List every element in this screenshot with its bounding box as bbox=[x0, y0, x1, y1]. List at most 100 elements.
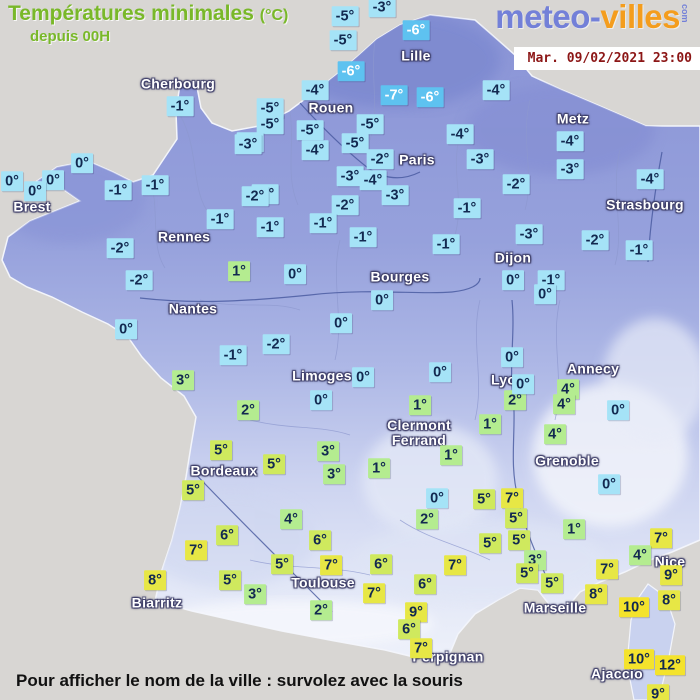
temp-label[interactable]: 9° bbox=[405, 602, 427, 622]
temp-label[interactable]: -1° bbox=[219, 345, 247, 365]
temp-label[interactable]: -5° bbox=[256, 114, 284, 134]
temp-label[interactable]: -5° bbox=[341, 133, 369, 153]
temp-label[interactable]: -6° bbox=[337, 61, 365, 81]
temp-label[interactable]: 4° bbox=[553, 394, 575, 414]
temp-label[interactable]: -3° bbox=[515, 224, 543, 244]
temp-label[interactable]: 6° bbox=[309, 530, 331, 550]
temp-label[interactable]: -2° bbox=[125, 270, 153, 290]
temp-label[interactable]: 3° bbox=[244, 584, 266, 604]
temp-label[interactable]: -1° bbox=[349, 227, 377, 247]
temp-label[interactable]: 2° bbox=[416, 509, 438, 529]
temp-label[interactable]: 1° bbox=[563, 519, 585, 539]
temp-label[interactable]: 10° bbox=[619, 597, 649, 617]
temp-label[interactable]: -4° bbox=[556, 131, 584, 151]
temp-label[interactable]: 5° bbox=[516, 563, 538, 583]
temp-label[interactable]: 2° bbox=[237, 400, 259, 420]
temp-label[interactable]: 0° bbox=[352, 367, 374, 387]
temp-label[interactable]: 0° bbox=[42, 170, 64, 190]
temp-label[interactable]: 8° bbox=[585, 584, 607, 604]
temp-label[interactable]: 7° bbox=[410, 638, 432, 658]
temp-label[interactable]: -2° bbox=[331, 195, 359, 215]
temp-label[interactable]: -4° bbox=[446, 124, 474, 144]
temp-label[interactable]: 5° bbox=[263, 454, 285, 474]
temp-label[interactable]: 0° bbox=[501, 347, 523, 367]
temp-label[interactable]: 7° bbox=[320, 555, 342, 575]
temp-label[interactable]: -3° bbox=[368, 0, 396, 17]
temp-label[interactable]: 0° bbox=[330, 313, 352, 333]
temp-label[interactable]: -7° bbox=[380, 85, 408, 105]
temp-label[interactable]: 0° bbox=[502, 270, 524, 290]
temp-label[interactable]: -4° bbox=[636, 169, 664, 189]
temp-label[interactable]: -5° bbox=[356, 114, 384, 134]
temp-label[interactable]: 7° bbox=[185, 540, 207, 560]
temp-label[interactable]: 8° bbox=[658, 590, 680, 610]
temp-label[interactable]: 5° bbox=[541, 573, 563, 593]
temp-label[interactable]: -1° bbox=[256, 217, 284, 237]
temp-label[interactable]: 4° bbox=[544, 424, 566, 444]
temp-label[interactable]: -4° bbox=[482, 80, 510, 100]
temp-label[interactable]: 3° bbox=[172, 370, 194, 390]
temp-label[interactable]: -6° bbox=[402, 20, 430, 40]
temp-label[interactable]: 4° bbox=[280, 509, 302, 529]
temp-label[interactable]: 10° bbox=[624, 649, 654, 669]
temp-label[interactable]: 5° bbox=[505, 508, 527, 528]
temp-label[interactable]: 5° bbox=[182, 480, 204, 500]
temp-label[interactable]: 5° bbox=[508, 530, 530, 550]
temp-label[interactable]: 0° bbox=[284, 264, 306, 284]
temp-label[interactable]: 0° bbox=[429, 362, 451, 382]
temp-label[interactable]: 1° bbox=[440, 445, 462, 465]
temp-label[interactable]: 1° bbox=[479, 414, 501, 434]
temp-label[interactable]: -5° bbox=[331, 6, 359, 26]
temp-label[interactable]: 0° bbox=[512, 374, 534, 394]
temp-label[interactable]: -2° bbox=[502, 174, 530, 194]
temp-label[interactable]: 6° bbox=[414, 574, 436, 594]
temp-label[interactable]: -1° bbox=[625, 240, 653, 260]
temp-label[interactable]: 4° bbox=[557, 379, 579, 399]
temp-label[interactable]: -1° bbox=[453, 198, 481, 218]
temp-label[interactable]: -3° bbox=[466, 149, 494, 169]
temp-label[interactable]: 4° bbox=[629, 545, 651, 565]
temp-label[interactable]: 3° bbox=[323, 464, 345, 484]
temp-label[interactable]: 1° bbox=[228, 261, 250, 281]
temp-label[interactable]: 9° bbox=[660, 565, 682, 585]
temp-label[interactable]: -1° bbox=[104, 180, 132, 200]
temp-label[interactable]: 7° bbox=[650, 528, 672, 548]
temp-label[interactable]: -3° bbox=[234, 134, 262, 154]
temp-label[interactable]: -1° bbox=[206, 209, 234, 229]
temp-label[interactable]: 5° bbox=[219, 570, 241, 590]
temp-label[interactable]: -4° bbox=[301, 80, 329, 100]
temp-label[interactable]: 0° bbox=[1, 171, 23, 191]
temp-label[interactable]: 0° bbox=[24, 181, 46, 201]
temp-label[interactable]: 0° bbox=[598, 474, 620, 494]
temp-label[interactable]: 5° bbox=[210, 440, 232, 460]
temp-label[interactable]: 5° bbox=[479, 533, 501, 553]
temp-label[interactable]: 6° bbox=[398, 619, 420, 639]
temp-label[interactable]: -2° bbox=[581, 230, 609, 250]
temp-label[interactable]: 5° bbox=[473, 489, 495, 509]
temp-label[interactable]: 7° bbox=[596, 559, 618, 579]
temp-label[interactable]: -1° bbox=[166, 96, 194, 116]
temp-label[interactable]: -2° bbox=[106, 238, 134, 258]
temp-label[interactable]: 2° bbox=[504, 390, 526, 410]
temp-label[interactable]: -3° bbox=[336, 166, 364, 186]
temp-label[interactable]: 6° bbox=[216, 525, 238, 545]
temp-label[interactable]: 9° bbox=[647, 684, 669, 700]
temp-label[interactable]: -1° bbox=[141, 175, 169, 195]
temp-label[interactable]: -1° bbox=[309, 213, 337, 233]
temp-label[interactable]: 12° bbox=[655, 655, 685, 675]
temp-label[interactable]: 3° bbox=[317, 441, 339, 461]
temp-label[interactable]: -2° bbox=[366, 149, 394, 169]
temp-label[interactable]: 8° bbox=[144, 570, 166, 590]
temp-label[interactable]: 0° bbox=[115, 319, 137, 339]
temp-label[interactable]: 7° bbox=[501, 488, 523, 508]
temp-label[interactable]: -3° bbox=[556, 159, 584, 179]
temp-label[interactable]: 0° bbox=[534, 284, 556, 304]
temp-label[interactable]: -5° bbox=[256, 98, 284, 118]
temp-label[interactable]: 5° bbox=[271, 554, 293, 574]
temp-label[interactable]: 2° bbox=[310, 600, 332, 620]
temp-label[interactable]: -2° bbox=[241, 186, 269, 206]
temp-label[interactable]: 6° bbox=[370, 554, 392, 574]
temp-label[interactable]: 1° bbox=[409, 395, 431, 415]
temp-label[interactable]: -4° bbox=[301, 140, 329, 160]
temp-label[interactable]: -2° bbox=[262, 334, 290, 354]
